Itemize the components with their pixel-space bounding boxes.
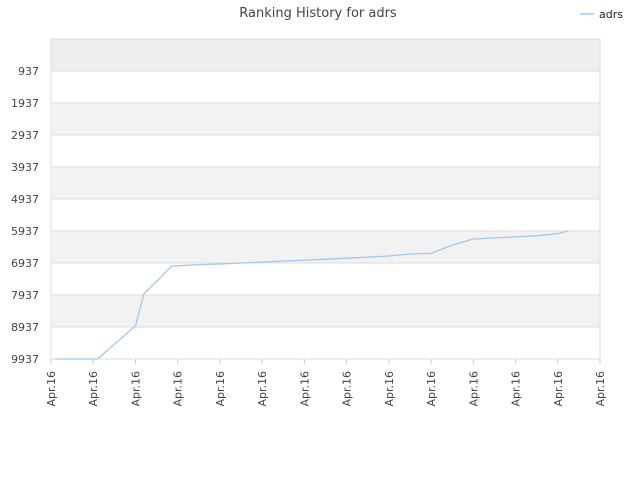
x-tick-label: Apr.16 [425, 371, 438, 407]
plot-band [51, 39, 600, 71]
x-tick-label: Apr.16 [172, 371, 185, 407]
x-tick-label: Apr.16 [594, 371, 607, 407]
plot-bands [51, 39, 600, 359]
y-tick-label: 2937 [11, 129, 39, 142]
plot-band [51, 135, 600, 167]
y-tick-label: 8937 [11, 321, 39, 334]
y-axis-labels: 937 1937 2937 3937 4937 5937 6937 7937 8937 9937 [11, 65, 39, 366]
x-tick-label: Apr.16 [87, 371, 100, 407]
y-tick-label: 6937 [11, 257, 39, 270]
x-tick-label: Apr.16 [552, 371, 565, 407]
plot-band [51, 327, 600, 359]
x-tick-label: Apr.16 [467, 371, 480, 407]
plot-band [51, 167, 600, 199]
grid-lines [50, 38, 601, 364]
x-tick-label: Apr.16 [129, 371, 142, 407]
plot-band [51, 71, 600, 103]
x-tick-label: Apr.16 [256, 371, 269, 407]
plot-band [51, 295, 600, 327]
y-tick-label: 7937 [11, 289, 39, 302]
plot-band [51, 263, 600, 295]
x-tick-label: Apr.16 [45, 371, 58, 407]
y-tick-label: 937 [18, 65, 39, 78]
x-tick-label: Apr.16 [383, 371, 396, 407]
series-line-adrs [55, 230, 569, 360]
x-tick-label: Apr.16 [214, 371, 227, 407]
x-tick-label: Apr.16 [510, 371, 523, 407]
x-axis-labels: Apr.16 Apr.16 Apr.16 Apr.16 Apr.16 Apr.16 Apr.… [45, 371, 607, 407]
x-tick-label: Apr.16 [341, 371, 354, 407]
legend-label-adrs[interactable]: adrs [599, 8, 623, 21]
y-tick-label: 5937 [11, 225, 39, 238]
plot-band [51, 199, 600, 231]
legend[interactable]: adrs [580, 8, 623, 21]
y-tick-label: 4937 [11, 193, 39, 206]
x-tick-label: Apr.16 [298, 371, 311, 407]
chart-title: Ranking History for adrs [239, 6, 397, 21]
series-layer [55, 230, 569, 360]
y-tick-label: 9937 [11, 353, 39, 366]
plot-band [51, 231, 600, 263]
plot-band [51, 103, 600, 135]
y-tick-label: 3937 [11, 161, 39, 174]
y-tick-label: 1937 [11, 97, 39, 110]
